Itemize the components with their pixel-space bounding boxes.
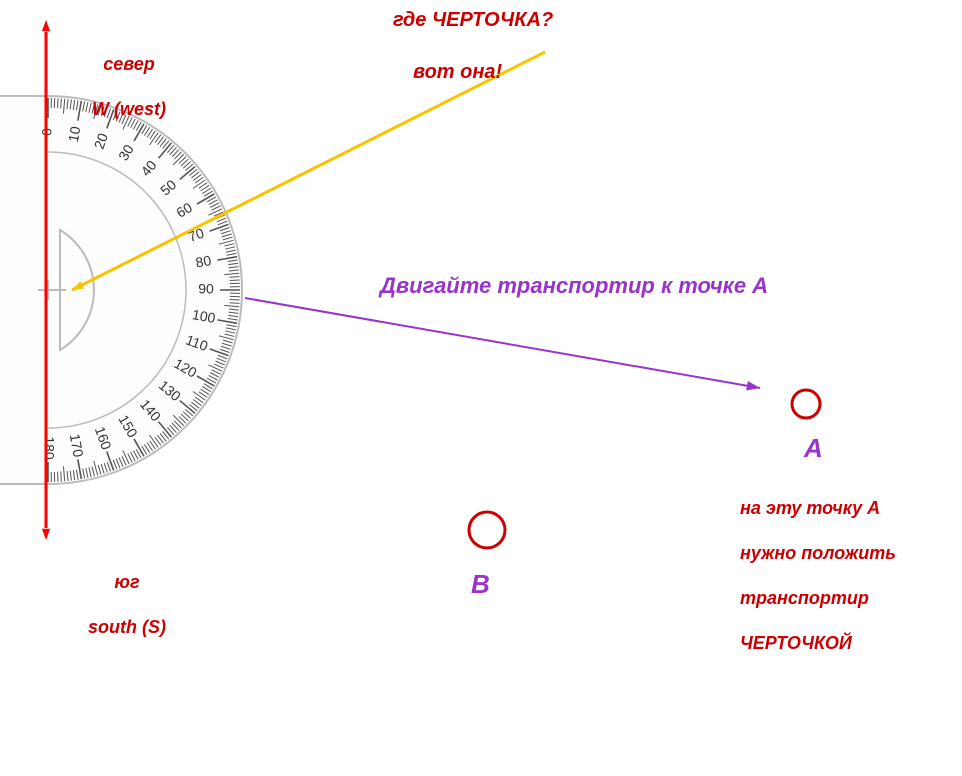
label-note-line1: на эту точку А	[740, 498, 880, 518]
label-note-line3: транспортир	[740, 588, 869, 608]
point-a-marker	[792, 390, 820, 418]
point-b-marker	[469, 512, 505, 548]
protractor: 0102030405060708090100110120130140150160…	[0, 96, 242, 484]
label-question: где ЧЕРТОЧКА?	[393, 8, 553, 33]
label-north: север W (west)	[82, 30, 166, 120]
label-answer: вот она!	[413, 60, 502, 85]
label-point-b: В	[471, 568, 490, 601]
purple-arrow	[245, 298, 760, 390]
label-north-line2: W (west)	[92, 99, 166, 119]
label-south-line1: юг	[114, 572, 139, 592]
label-point-a: А	[804, 432, 823, 465]
label-note: на эту точку А нужно положить транспорти…	[730, 474, 896, 654]
label-north-line1: север	[103, 54, 154, 74]
svg-text:90: 90	[198, 281, 214, 297]
label-instruction: Двигайте транспортир к точке А	[380, 272, 768, 300]
label-note-line4: ЧЕРТОЧКОЙ	[740, 633, 852, 653]
label-note-line2: нужно положить	[740, 543, 896, 563]
svg-text:10: 10	[65, 125, 83, 143]
label-south: юг south (S)	[78, 548, 166, 638]
svg-text:180: 180	[41, 436, 57, 460]
svg-text:80: 80	[194, 252, 212, 270]
label-south-line2: south (S)	[88, 617, 166, 637]
